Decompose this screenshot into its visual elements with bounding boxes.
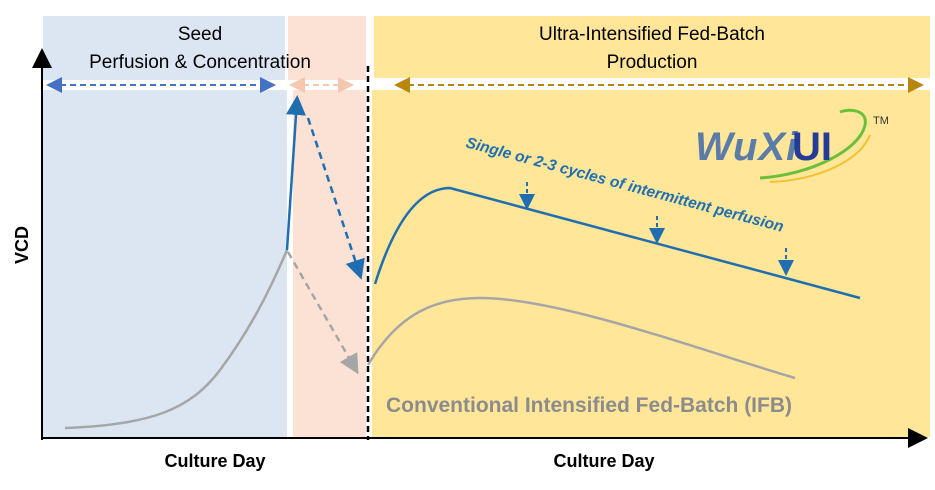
seed-region <box>43 90 287 437</box>
ultra-intensified-curve <box>373 186 861 300</box>
seed-growth-curve <box>64 249 289 430</box>
concentration-rise-arrow <box>285 95 306 251</box>
svg-text:UI: UI <box>792 125 832 169</box>
production-title: Ultra-Intensified Fed-Batch <box>539 24 765 45</box>
ifb-label: Conventional Intensified Fed-Batch (IFB) <box>386 394 792 417</box>
x-axis-label-seed: Culture Day <box>164 451 265 471</box>
production-header <box>374 16 930 78</box>
inoculation-drop-arrow <box>306 117 365 280</box>
transfer-region <box>293 90 366 437</box>
svg-text:WuXi: WuXi <box>695 125 798 169</box>
transfer-header <box>288 16 366 80</box>
production-region <box>372 90 930 437</box>
seed-header <box>43 16 285 80</box>
seed-title: Seed <box>178 24 222 45</box>
conventional-ifb-curve <box>366 296 796 380</box>
wuxiui-logo: WuXi UI TM <box>695 108 889 183</box>
y-axis-label: VCD <box>12 226 32 264</box>
x-axis-label-production: Culture Day <box>553 451 654 471</box>
seed-subtitle: Perfusion & Concentration <box>89 52 311 73</box>
conventional-transfer-arrow <box>286 251 359 375</box>
production-subtitle: Production <box>607 52 698 73</box>
svg-text:TM: TM <box>873 115 889 127</box>
